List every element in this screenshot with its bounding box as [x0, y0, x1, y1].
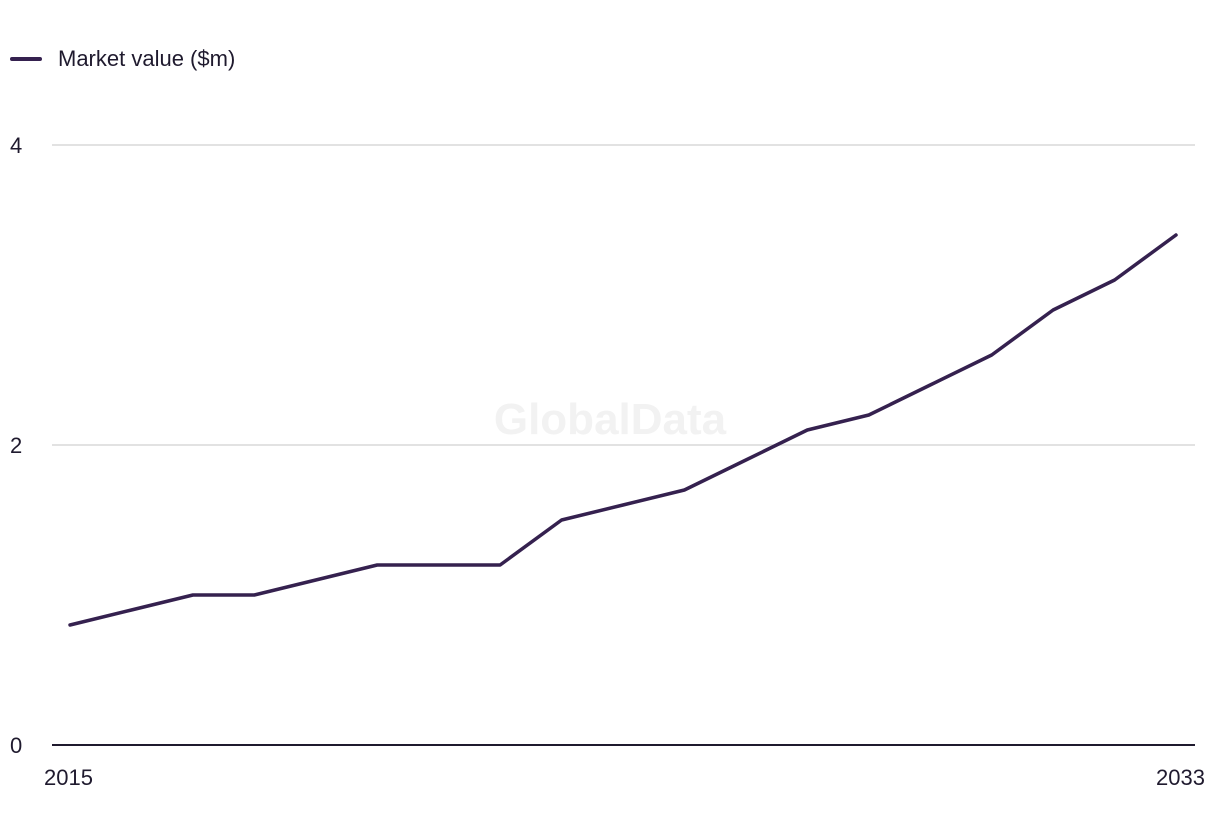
series-line [68, 233, 1178, 627]
legend-label: Market value ($m) [58, 46, 236, 71]
y-tick-label: 2 [10, 433, 22, 458]
y-tick-label: 4 [10, 133, 22, 158]
x-tick-label: 2015 [44, 765, 93, 790]
legend-swatch [10, 57, 42, 61]
watermark: GlobalData [494, 395, 727, 444]
y-axis-ticks: 0 2 4 [10, 133, 22, 758]
x-axis-ticks: 2015 2033 [44, 765, 1205, 790]
y-tick-label: 0 [10, 733, 22, 758]
legend: Market value ($m) [10, 46, 235, 72]
x-tick-label: 2033 [1156, 765, 1205, 790]
gridlines [52, 144, 1195, 446]
